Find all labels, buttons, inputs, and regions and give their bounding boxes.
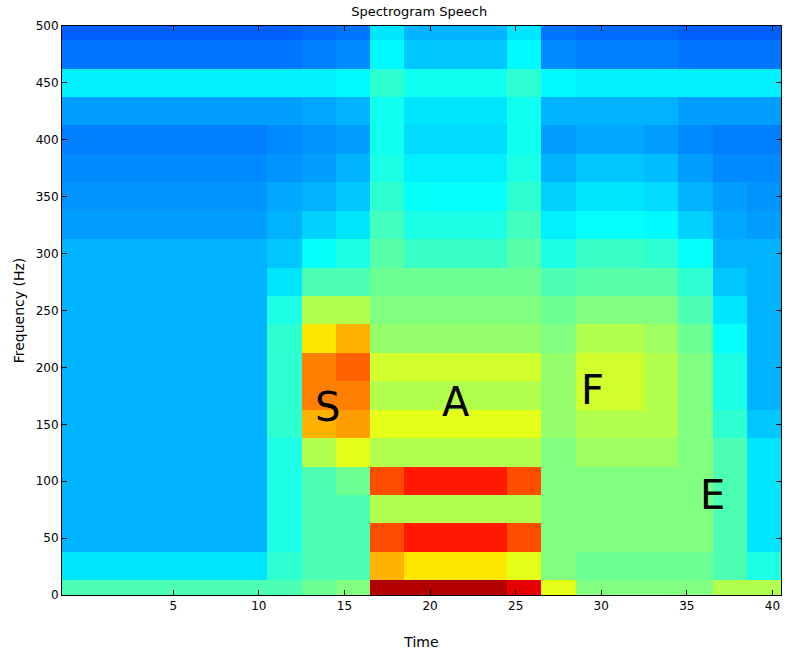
svg-text:40: 40 [765,599,780,613]
svg-text:5: 5 [169,599,177,613]
svg-text:Frequency (Hz): Frequency (Hz) [11,258,27,364]
svg-text:35: 35 [679,599,694,613]
svg-text:S: S [315,384,340,430]
svg-text:200: 200 [36,361,59,375]
svg-text:30: 30 [594,599,609,613]
svg-text:10: 10 [251,599,266,613]
svg-text:Spectrogram Speech: Spectrogram Speech [351,4,487,19]
svg-text:300: 300 [36,247,59,261]
svg-text:A: A [442,379,470,425]
svg-text:50: 50 [43,531,58,545]
svg-text:F: F [581,367,604,413]
svg-text:Time: Time [403,634,438,650]
svg-text:400: 400 [36,133,59,147]
svg-text:100: 100 [36,474,59,488]
svg-text:25: 25 [508,599,523,613]
svg-text:20: 20 [422,599,437,613]
svg-text:15: 15 [337,599,352,613]
svg-text:150: 150 [36,418,59,432]
svg-text:0: 0 [51,588,59,602]
svg-text:250: 250 [36,304,59,318]
svg-text:450: 450 [36,76,59,90]
svg-text:E: E [700,472,725,518]
svg-text:350: 350 [36,190,59,204]
svg-text:500: 500 [36,19,59,33]
